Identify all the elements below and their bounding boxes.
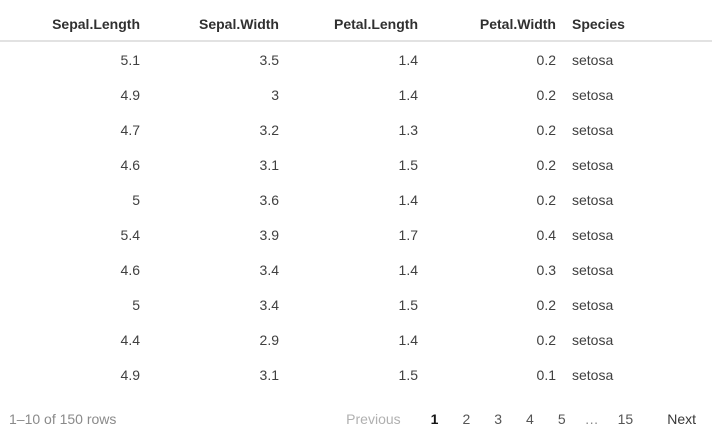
pagination: Previous 1 2 3 4 5 … 15 Next: [336, 407, 696, 431]
cell-sepal-length: 5.4: [120, 226, 140, 243]
cell-sepal-length: 5: [132, 191, 140, 208]
cell-petal-length: 1.4: [398, 261, 418, 278]
cell-sepal-width: 2.9: [259, 331, 279, 348]
table-header-row: Sepal.Length Sepal.Width Petal.Length Pe…: [0, 0, 712, 42]
cell-sepal-width: 3.9: [259, 226, 279, 243]
page-button-15[interactable]: 15: [606, 407, 646, 431]
column-header-species[interactable]: Species: [572, 16, 625, 32]
table-row: 4.9 3 1.4 0.2 setosa: [0, 77, 712, 112]
cell-petal-width: 0.2: [536, 156, 556, 173]
table-footer: 1–10 of 150 rows Previous 1 2 3 4 5 … 15…: [0, 392, 712, 440]
cell-species: setosa: [572, 366, 614, 383]
cell-sepal-width: 3.6: [259, 191, 279, 208]
page-info: 1–10 of 150 rows: [9, 411, 117, 427]
cell-petal-width: 0.4: [536, 226, 556, 243]
table-body: 5.1 3.5 1.4 0.2 setosa 4.9 3 1.4 0.2 set…: [0, 42, 712, 392]
page-button-1[interactable]: 1: [419, 407, 451, 431]
cell-sepal-width: 3.4: [259, 261, 279, 278]
cell-sepal-length: 5: [132, 296, 140, 313]
table-row: 5.1 3.5 1.4 0.2 setosa: [0, 42, 712, 77]
cell-petal-length: 1.4: [398, 86, 418, 103]
cell-species: setosa: [572, 86, 614, 103]
cell-species: setosa: [572, 261, 614, 278]
cell-petal-width: 0.2: [536, 331, 556, 348]
column-header-sepal-width[interactable]: Sepal.Width: [199, 16, 279, 32]
table-row: 4.9 3.1 1.5 0.1 setosa: [0, 357, 712, 392]
cell-sepal-length: 4.9: [120, 86, 140, 103]
cell-petal-length: 1.7: [398, 226, 418, 243]
cell-petal-length: 1.5: [398, 296, 418, 313]
table-row: 5 3.6 1.4 0.2 setosa: [0, 182, 712, 217]
pagination-ellipsis: …: [584, 411, 599, 427]
column-header-sepal-length[interactable]: Sepal.Length: [52, 16, 140, 32]
cell-species: setosa: [572, 331, 614, 348]
table-row: 4.7 3.2 1.3 0.2 setosa: [0, 112, 712, 147]
column-header-petal-width[interactable]: Petal.Width: [479, 16, 556, 32]
cell-species: setosa: [572, 296, 614, 313]
table-row: 5.4 3.9 1.7 0.4 setosa: [0, 217, 712, 252]
cell-petal-width: 0.2: [536, 121, 556, 138]
cell-petal-length: 1.4: [398, 191, 418, 208]
column-header-petal-length[interactable]: Petal.Length: [333, 16, 418, 32]
next-button[interactable]: Next: [651, 407, 696, 431]
cell-petal-length: 1.4: [398, 331, 418, 348]
cell-species: setosa: [572, 156, 614, 173]
cell-sepal-length: 4.6: [120, 156, 140, 173]
table-row: 4.6 3.4 1.4 0.3 setosa: [0, 252, 712, 287]
cell-petal-length: 1.4: [398, 51, 418, 68]
page-button-2[interactable]: 2: [450, 407, 482, 431]
cell-sepal-length: 5.1: [120, 51, 140, 68]
page-button-5[interactable]: 5: [546, 407, 578, 431]
cell-petal-length: 1.3: [398, 121, 418, 138]
previous-button[interactable]: Previous: [336, 407, 410, 431]
cell-species: setosa: [572, 226, 614, 243]
cell-petal-width: 0.2: [536, 51, 556, 68]
cell-petal-length: 1.5: [398, 156, 418, 173]
cell-sepal-length: 4.4: [120, 331, 140, 348]
table-row: 4.6 3.1 1.5 0.2 setosa: [0, 147, 712, 182]
cell-sepal-length: 4.6: [120, 261, 140, 278]
cell-sepal-width: 3: [271, 86, 279, 103]
cell-petal-width: 0.2: [536, 86, 556, 103]
cell-sepal-width: 3.4: [259, 296, 279, 313]
cell-petal-width: 0.2: [536, 296, 556, 313]
page-button-4[interactable]: 4: [514, 407, 546, 431]
table-row: 5 3.4 1.5 0.2 setosa: [0, 287, 712, 322]
cell-species: setosa: [572, 121, 614, 138]
cell-sepal-width: 3.1: [259, 366, 279, 383]
cell-species: setosa: [572, 51, 614, 68]
cell-sepal-length: 4.7: [120, 121, 140, 138]
page-button-3[interactable]: 3: [482, 407, 514, 431]
cell-sepal-width: 3.1: [259, 156, 279, 173]
cell-sepal-width: 3.5: [259, 51, 279, 68]
cell-petal-length: 1.5: [398, 366, 418, 383]
cell-sepal-width: 3.2: [259, 121, 279, 138]
cell-species: setosa: [572, 191, 614, 208]
cell-petal-width: 0.3: [536, 261, 556, 278]
table-row: 4.4 2.9 1.4 0.2 setosa: [0, 322, 712, 357]
cell-sepal-length: 4.9: [120, 366, 140, 383]
cell-petal-width: 0.1: [536, 366, 556, 383]
cell-petal-width: 0.2: [536, 191, 556, 208]
